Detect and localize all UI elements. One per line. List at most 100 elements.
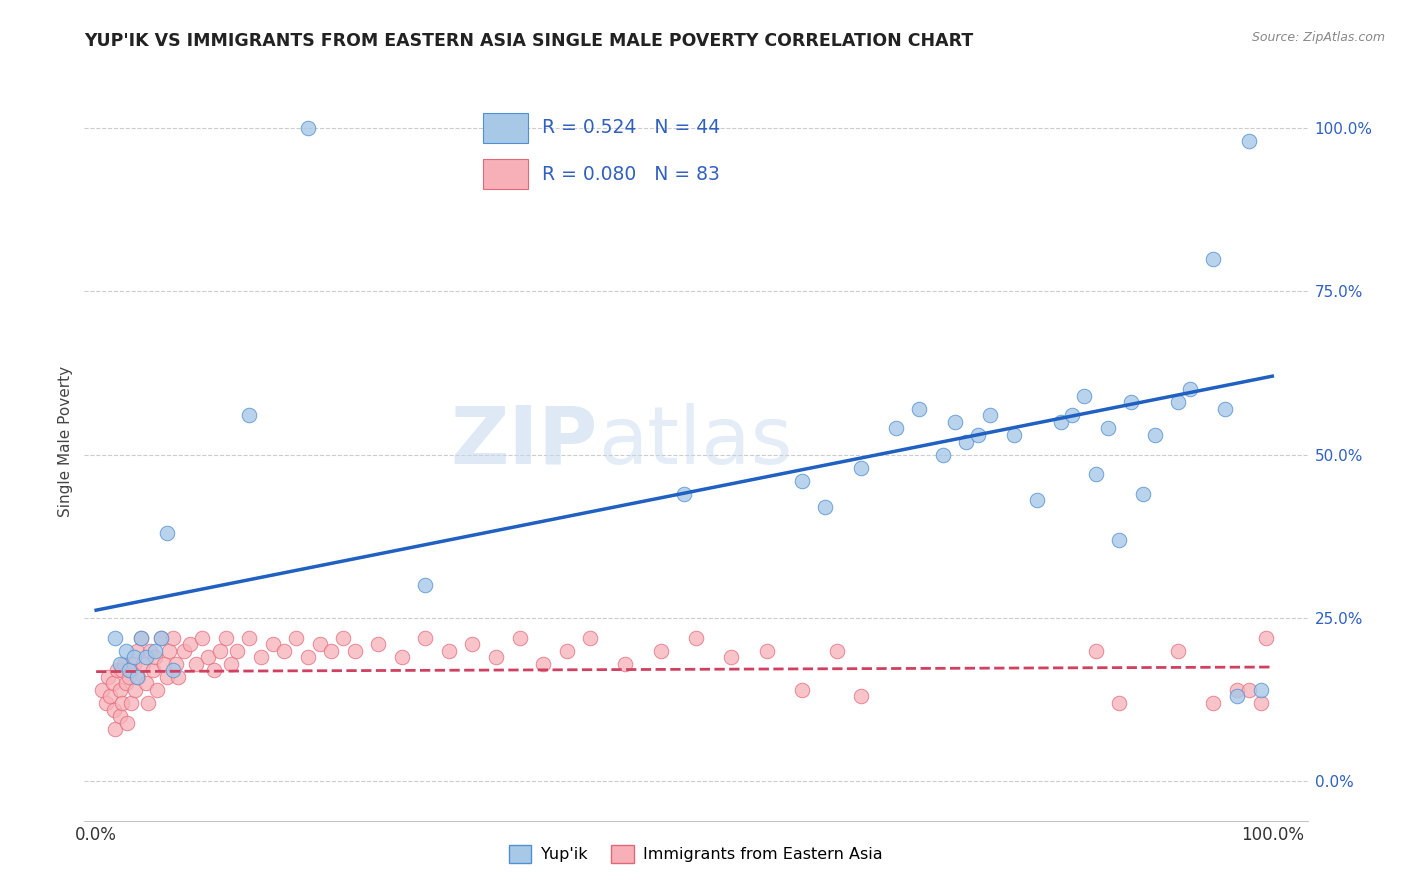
Point bbox=[1213, 401, 1236, 416]
Point bbox=[191, 631, 214, 645]
Point bbox=[1062, 409, 1084, 423]
Point bbox=[135, 650, 157, 665]
Point bbox=[114, 643, 136, 657]
Point bbox=[120, 696, 142, 710]
Point bbox=[650, 643, 672, 657]
Point bbox=[1084, 467, 1107, 482]
Point bbox=[437, 643, 460, 657]
Point bbox=[367, 637, 389, 651]
Point bbox=[555, 643, 578, 657]
Point bbox=[135, 676, 157, 690]
Point bbox=[1108, 533, 1130, 547]
Point bbox=[720, 650, 742, 665]
Point bbox=[101, 676, 124, 690]
Point bbox=[884, 421, 907, 435]
Point bbox=[1097, 421, 1119, 435]
Point bbox=[165, 657, 187, 671]
Text: YUP'IK VS IMMIGRANTS FROM EASTERN ASIA SINGLE MALE POVERTY CORRELATION CHART: YUP'IK VS IMMIGRANTS FROM EASTERN ASIA S… bbox=[84, 32, 973, 50]
Point bbox=[343, 643, 366, 657]
Point bbox=[153, 657, 176, 671]
Point bbox=[262, 637, 284, 651]
Point bbox=[214, 631, 236, 645]
Point bbox=[149, 631, 172, 645]
Point bbox=[142, 663, 165, 677]
Point bbox=[129, 631, 152, 645]
Point bbox=[136, 696, 159, 710]
Legend: Yup'ik, Immigrants from Eastern Asia: Yup'ik, Immigrants from Eastern Asia bbox=[502, 838, 890, 870]
Point bbox=[105, 663, 128, 677]
Text: Source: ZipAtlas.com: Source: ZipAtlas.com bbox=[1251, 31, 1385, 45]
Point bbox=[238, 631, 260, 645]
Point bbox=[1084, 643, 1107, 657]
Point bbox=[1143, 428, 1166, 442]
Point bbox=[943, 415, 966, 429]
Point bbox=[1132, 487, 1154, 501]
Point bbox=[208, 643, 231, 657]
Text: ZIP: ZIP bbox=[451, 402, 598, 481]
Point bbox=[111, 696, 134, 710]
Point bbox=[1002, 428, 1025, 442]
Point bbox=[790, 474, 813, 488]
Point bbox=[156, 670, 179, 684]
Point bbox=[104, 722, 127, 736]
Point bbox=[790, 682, 813, 697]
Point bbox=[579, 631, 602, 645]
Point bbox=[1121, 395, 1143, 409]
Point bbox=[955, 434, 977, 449]
Point bbox=[143, 643, 166, 657]
Point bbox=[127, 643, 149, 657]
Point bbox=[979, 409, 1001, 423]
Point bbox=[122, 657, 145, 671]
Point bbox=[273, 643, 295, 657]
Point bbox=[1202, 252, 1225, 266]
Point bbox=[139, 643, 162, 657]
Point bbox=[98, 690, 121, 704]
Point bbox=[1237, 682, 1260, 697]
Point bbox=[197, 650, 219, 665]
Point bbox=[127, 670, 149, 684]
Point bbox=[1226, 682, 1249, 697]
Point bbox=[129, 631, 152, 645]
Point bbox=[1250, 682, 1272, 697]
Point bbox=[1256, 631, 1278, 645]
Point bbox=[146, 682, 169, 697]
Point bbox=[415, 631, 437, 645]
Point bbox=[122, 650, 145, 665]
Y-axis label: Single Male Poverty: Single Male Poverty bbox=[58, 366, 73, 517]
Point bbox=[108, 657, 131, 671]
Point bbox=[108, 709, 131, 723]
Point bbox=[104, 631, 127, 645]
Point bbox=[849, 460, 872, 475]
Point bbox=[297, 650, 319, 665]
Point bbox=[91, 682, 114, 697]
Point bbox=[531, 657, 554, 671]
Point bbox=[849, 690, 872, 704]
Point bbox=[124, 682, 146, 697]
Text: atlas: atlas bbox=[598, 402, 793, 481]
Point bbox=[111, 663, 134, 677]
Point bbox=[94, 696, 117, 710]
Point bbox=[179, 637, 201, 651]
Point bbox=[120, 663, 142, 677]
Point bbox=[1167, 643, 1189, 657]
Point bbox=[103, 702, 125, 716]
Point bbox=[202, 663, 225, 677]
Point bbox=[932, 448, 955, 462]
Point bbox=[908, 401, 931, 416]
Point bbox=[1237, 134, 1260, 148]
Point bbox=[685, 631, 707, 645]
Point bbox=[156, 526, 179, 541]
Point bbox=[321, 643, 343, 657]
Point bbox=[132, 657, 155, 671]
Point bbox=[184, 657, 207, 671]
Point bbox=[157, 643, 180, 657]
Point bbox=[1167, 395, 1189, 409]
Point bbox=[967, 428, 990, 442]
Point bbox=[162, 663, 184, 677]
Point bbox=[238, 409, 260, 423]
Point bbox=[149, 631, 172, 645]
Point bbox=[127, 670, 149, 684]
Point bbox=[415, 578, 437, 592]
Point bbox=[221, 657, 243, 671]
Point bbox=[1178, 382, 1201, 396]
